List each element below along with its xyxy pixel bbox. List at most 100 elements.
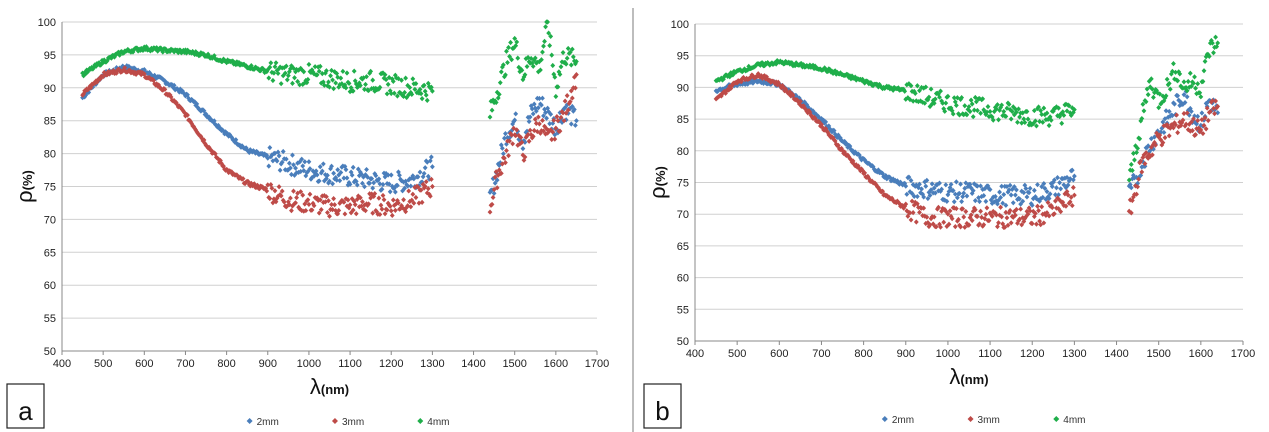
data-point [413,194,419,201]
data-point [910,210,916,216]
data-point [80,70,85,76]
data-point [797,98,803,104]
x-tick-label: 500 [94,358,112,370]
data-point [919,186,924,192]
data-point [937,221,942,227]
data-point [760,60,765,66]
data-point [295,160,301,166]
data-point [502,155,507,161]
data-point [983,198,989,205]
data-point [1164,122,1170,128]
data-point [825,68,831,75]
y-tick-label: 65 [677,241,689,253]
data-point [999,102,1005,108]
data-point [978,110,983,116]
data-point [1158,129,1164,135]
data-point [194,101,200,107]
data-point [913,219,919,225]
data-point [316,68,322,74]
y-tick-label: 100 [38,17,56,29]
data-point [1003,113,1009,120]
data-point [170,84,176,91]
data-point [124,63,130,69]
data-point [540,117,545,124]
data-point [395,93,400,99]
data-point [933,224,939,230]
data-point [372,171,378,177]
data-point [551,117,557,123]
data-point [1212,44,1217,50]
data-point [860,76,865,82]
data-point [820,124,825,131]
data-point [428,154,434,160]
data-point [377,211,383,218]
data-point [340,163,346,169]
data-point [489,201,495,208]
data-point [490,194,496,201]
legend-marker [1053,416,1060,422]
data-point [169,82,175,88]
data-point [110,70,115,76]
data-point [980,96,986,102]
data-point [1064,188,1070,195]
data-point [550,129,556,135]
data-point [936,91,941,97]
data-point [1003,209,1009,215]
data-point [377,84,383,90]
data-point [907,97,913,103]
data-point [281,199,287,205]
data-point [985,183,991,189]
data-point [527,127,533,133]
data-point [536,121,542,127]
panel-label-box [6,383,45,429]
data-point [388,90,394,97]
chart-svg: 50 55 60 65 70 75 80 85 90 95 100 400 500 600 700 800 90… [643,19,1255,429]
data-point [944,198,950,204]
data-point [984,109,990,115]
data-point [1143,150,1149,156]
data-point [787,89,793,95]
data-point [1044,210,1050,216]
data-point [418,91,424,97]
data-point [368,68,374,74]
data-point [526,138,532,144]
x-tick-label: 1000 [297,358,321,370]
data-point [527,114,533,120]
data-point [298,189,304,195]
x-tick-label: 1000 [936,348,960,360]
data-point [366,201,371,207]
data-point [487,114,493,120]
data-point [552,74,558,80]
y-tick-label: 70 [677,209,689,221]
data-point [393,75,399,81]
y-tick-label: 80 [44,149,56,161]
data-point [385,172,391,178]
data-point [317,197,323,203]
data-point [536,95,542,102]
data-point [1192,113,1197,119]
data-point [956,216,961,223]
data-point [548,111,554,117]
data-point [542,38,547,45]
data-point [1024,108,1030,115]
data-point [362,86,367,92]
data-point [796,101,802,107]
data-point [564,55,570,61]
data-point [1182,99,1188,106]
data-point [969,101,975,107]
data-point [959,95,965,101]
data-point [1195,117,1201,124]
data-point [367,70,373,76]
data-point [133,71,139,77]
data-point [535,105,541,111]
data-point [1001,191,1007,198]
data-point [182,109,187,116]
data-point [96,60,102,66]
data-point [829,129,835,135]
data-point [503,72,508,78]
data-point [333,80,339,86]
data-point [286,202,292,208]
data-point [835,132,841,138]
data-point [1200,78,1206,85]
data-point [388,172,394,178]
